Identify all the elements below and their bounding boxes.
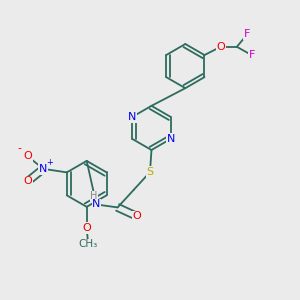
Text: O: O — [216, 42, 225, 52]
Text: O: O — [82, 223, 91, 233]
Text: N: N — [128, 112, 136, 122]
Text: O: O — [24, 152, 32, 161]
Text: CH₃: CH₃ — [79, 239, 98, 249]
Text: F: F — [244, 29, 250, 39]
Text: +: + — [46, 158, 53, 167]
Text: O: O — [132, 211, 141, 221]
Text: N: N — [167, 134, 175, 144]
Text: O: O — [24, 176, 32, 186]
Text: S: S — [146, 167, 154, 177]
Text: -: - — [18, 143, 22, 153]
Text: H: H — [90, 191, 98, 201]
Text: N: N — [92, 200, 100, 209]
Text: N: N — [39, 164, 47, 174]
Text: F: F — [248, 50, 255, 60]
